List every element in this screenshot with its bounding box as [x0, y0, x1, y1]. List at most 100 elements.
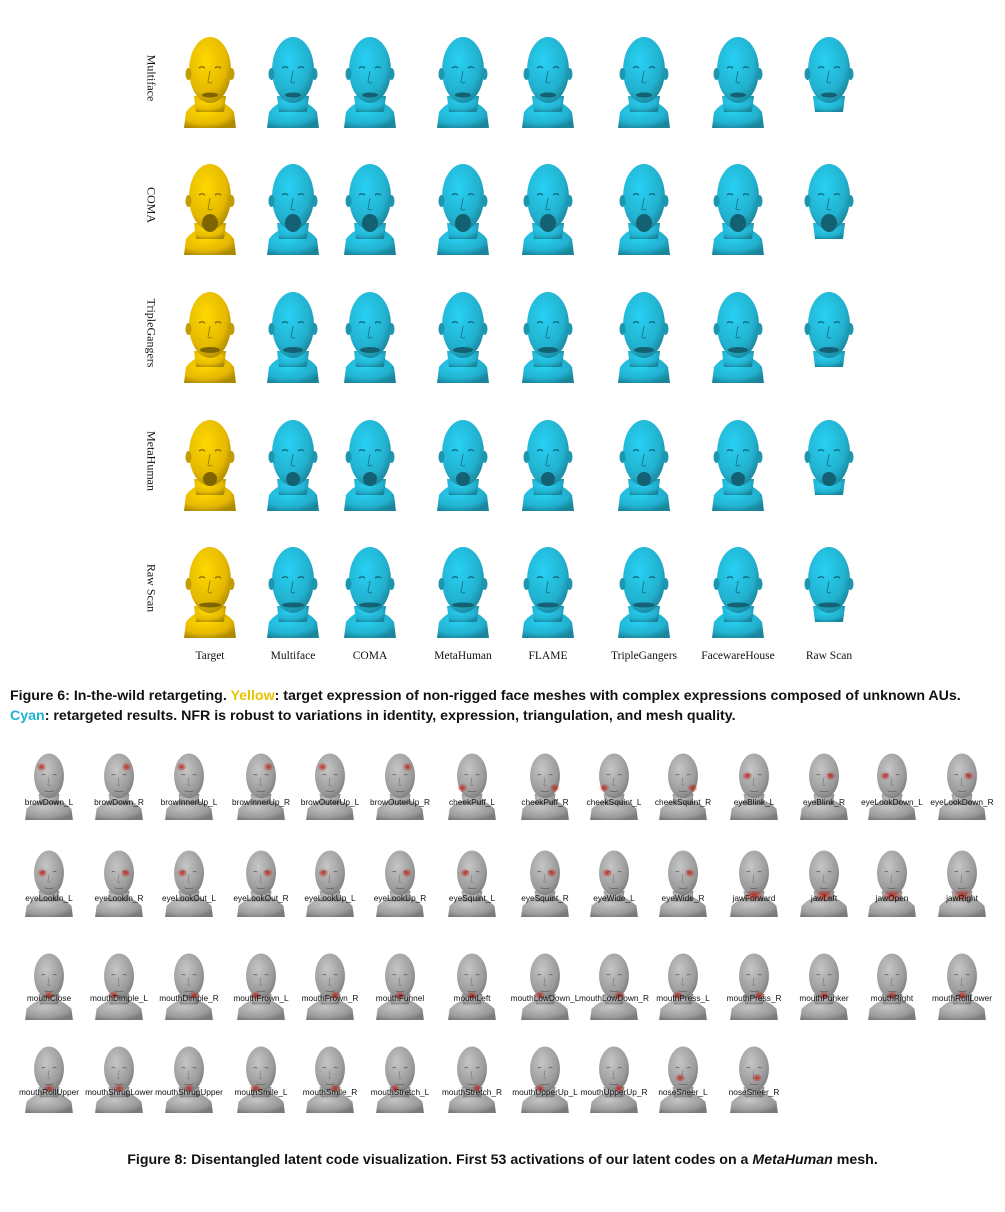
column-label: FacewareHouse — [701, 650, 775, 662]
retargeted-mesh — [789, 271, 869, 383]
retargeted-mesh — [423, 271, 503, 383]
retargeted-mesh — [698, 143, 778, 255]
retargeted-mesh — [789, 143, 869, 255]
latent-activation-mesh — [231, 837, 291, 917]
latent-activation-mesh — [300, 837, 360, 917]
latent-activation-mesh — [932, 837, 992, 917]
retargeted-mesh — [253, 271, 333, 383]
latent-activation-mesh — [862, 837, 922, 917]
activation-label: browDown_L — [24, 797, 74, 807]
activation-label: browDown_R — [94, 797, 144, 807]
activation-label: mouthPunker — [799, 993, 849, 1003]
retargeted-mesh — [789, 526, 869, 638]
retargeted-mesh — [604, 399, 684, 511]
figure-6-caption: Figure 6: In-the-wild retargeting. Yello… — [10, 686, 1000, 726]
latent-activation-mesh — [584, 1033, 644, 1113]
latent-activation-mesh — [724, 837, 784, 917]
target-mesh — [170, 399, 250, 511]
latent-activation-mesh — [231, 1033, 291, 1113]
activation-label: jawForward — [732, 893, 776, 903]
activation-label: cheekSquint_R — [654, 797, 712, 807]
retargeted-mesh — [253, 143, 333, 255]
activation-label: eyeWide_R — [661, 893, 705, 903]
latent-activation-mesh — [300, 740, 360, 820]
caption-6-cyan-word: Cyan — [10, 708, 45, 724]
latent-activation-mesh — [515, 740, 575, 820]
activation-label: mouthShrugUpper — [155, 1087, 223, 1097]
retargeted-mesh — [253, 16, 333, 128]
column-label: Target — [195, 650, 225, 662]
latent-activation-mesh — [231, 940, 291, 1020]
latent-activation-mesh — [159, 837, 219, 917]
latent-activation-mesh — [159, 740, 219, 820]
activation-label: browOuterUp_L — [300, 797, 360, 807]
latent-activation-mesh — [794, 837, 854, 917]
activation-label: browInnerUp_L — [160, 797, 218, 807]
latent-activation-mesh — [724, 1033, 784, 1113]
row-label: Multiface — [144, 54, 159, 102]
activation-label: eyeBlink_L — [733, 797, 775, 807]
latent-activation-mesh — [442, 740, 502, 820]
activation-label: mouthFrown_R — [301, 993, 359, 1003]
column-label: Raw Scan — [805, 650, 853, 662]
activation-label: mouthLeft — [453, 993, 491, 1003]
caption-8-prefix: Figure 8: Disentangled latent code visua… — [127, 1152, 753, 1168]
activation-label: eyeLookIn_L — [25, 893, 73, 903]
latent-activation-mesh — [300, 940, 360, 1020]
latent-activation-mesh — [653, 740, 713, 820]
latent-activation-mesh — [515, 837, 575, 917]
retargeted-mesh — [330, 271, 410, 383]
activation-label: eyeSquint_R — [521, 893, 569, 903]
column-label: COMA — [352, 650, 388, 662]
figure-6: Multiface COMA TripleGangers MetaHuman Raw S… — [144, 16, 869, 662]
target-mesh — [170, 271, 250, 383]
latent-activation-mesh — [231, 740, 291, 820]
retargeted-mesh — [330, 16, 410, 128]
retargeted-mesh — [423, 526, 503, 638]
retargeted-mesh — [423, 399, 503, 511]
retargeted-mesh — [698, 16, 778, 128]
activation-label: eyeLookDown_R — [930, 797, 994, 807]
activation-label: jawOpen — [875, 893, 909, 903]
retargeted-mesh — [604, 526, 684, 638]
latent-activation-mesh — [653, 1033, 713, 1113]
retargeted-mesh — [423, 143, 503, 255]
activation-label: mouthSmile_L — [234, 1087, 288, 1097]
row-label: COMA — [144, 186, 159, 224]
activation-label: eyeSquint_L — [448, 893, 496, 903]
retargeted-mesh — [604, 271, 684, 383]
caption-6-mid: : target expression of non-rigged face m… — [274, 688, 961, 704]
activation-label: eyeLookOut_L — [162, 893, 216, 903]
retargeted-mesh — [508, 526, 588, 638]
latent-activation-mesh — [442, 837, 502, 917]
activation-label: mouthStretch_L — [370, 1087, 430, 1097]
figure-8: browDown_L browDown_R browInnerUp_L browInn… — [0, 735, 1005, 1135]
latent-activation-mesh — [19, 1033, 79, 1113]
activation-label: mouthDimple_R — [159, 993, 219, 1003]
retargeted-mesh — [604, 16, 684, 128]
activation-label: mouthStretch_R — [442, 1087, 502, 1097]
latent-activation-mesh — [442, 940, 502, 1020]
activation-label: mouthUpperUp_R — [580, 1087, 648, 1097]
figure-8-caption: Figure 8: Disentangled latent code visua… — [0, 1152, 1005, 1168]
activation-label: mouthFunnel — [375, 993, 425, 1003]
activation-label: mouthClose — [26, 993, 72, 1003]
row-label: TripleGangers — [144, 298, 159, 368]
activation-label: eyeWide_L — [593, 893, 635, 903]
activation-label: noseSneer_R — [728, 1087, 780, 1097]
latent-activation-mesh — [584, 740, 644, 820]
latent-activation-mesh — [19, 837, 79, 917]
retargeted-mesh — [508, 16, 588, 128]
latent-activation-mesh — [370, 837, 430, 917]
retargeted-mesh — [508, 143, 588, 255]
target-mesh — [170, 526, 250, 638]
activation-label: eyeLookOut_R — [233, 893, 289, 903]
activation-label: mouthLowDown_R — [578, 993, 650, 1003]
latent-activation-mesh — [442, 1033, 502, 1113]
activation-label: eyeBlink_R — [803, 797, 845, 807]
latent-activation-mesh — [159, 940, 219, 1020]
activation-label: eyeLookIn_R — [94, 893, 144, 903]
retargeted-mesh — [253, 526, 333, 638]
caption-6-prefix: Figure 6: In-the-wild retargeting. — [10, 688, 231, 704]
latent-activation-mesh — [300, 1033, 360, 1113]
